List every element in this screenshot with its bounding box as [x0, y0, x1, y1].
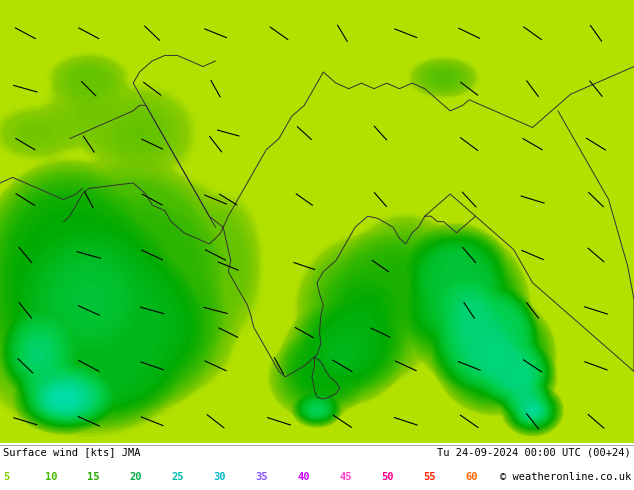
Text: © weatheronline.co.uk: © weatheronline.co.uk: [500, 472, 631, 482]
Text: 40: 40: [297, 472, 309, 482]
Text: 10: 10: [45, 472, 58, 482]
Text: 15: 15: [87, 472, 100, 482]
Text: 55: 55: [423, 472, 436, 482]
Text: 50: 50: [381, 472, 394, 482]
Text: 45: 45: [339, 472, 351, 482]
Text: 60: 60: [465, 472, 477, 482]
Text: 5: 5: [3, 472, 10, 482]
Text: 25: 25: [171, 472, 183, 482]
Text: 30: 30: [213, 472, 226, 482]
Text: Surface wind [kts] JMA: Surface wind [kts] JMA: [3, 447, 141, 458]
Text: 20: 20: [129, 472, 141, 482]
Text: 35: 35: [255, 472, 268, 482]
Text: Tu 24-09-2024 00:00 UTC (00+24): Tu 24-09-2024 00:00 UTC (00+24): [437, 447, 631, 458]
